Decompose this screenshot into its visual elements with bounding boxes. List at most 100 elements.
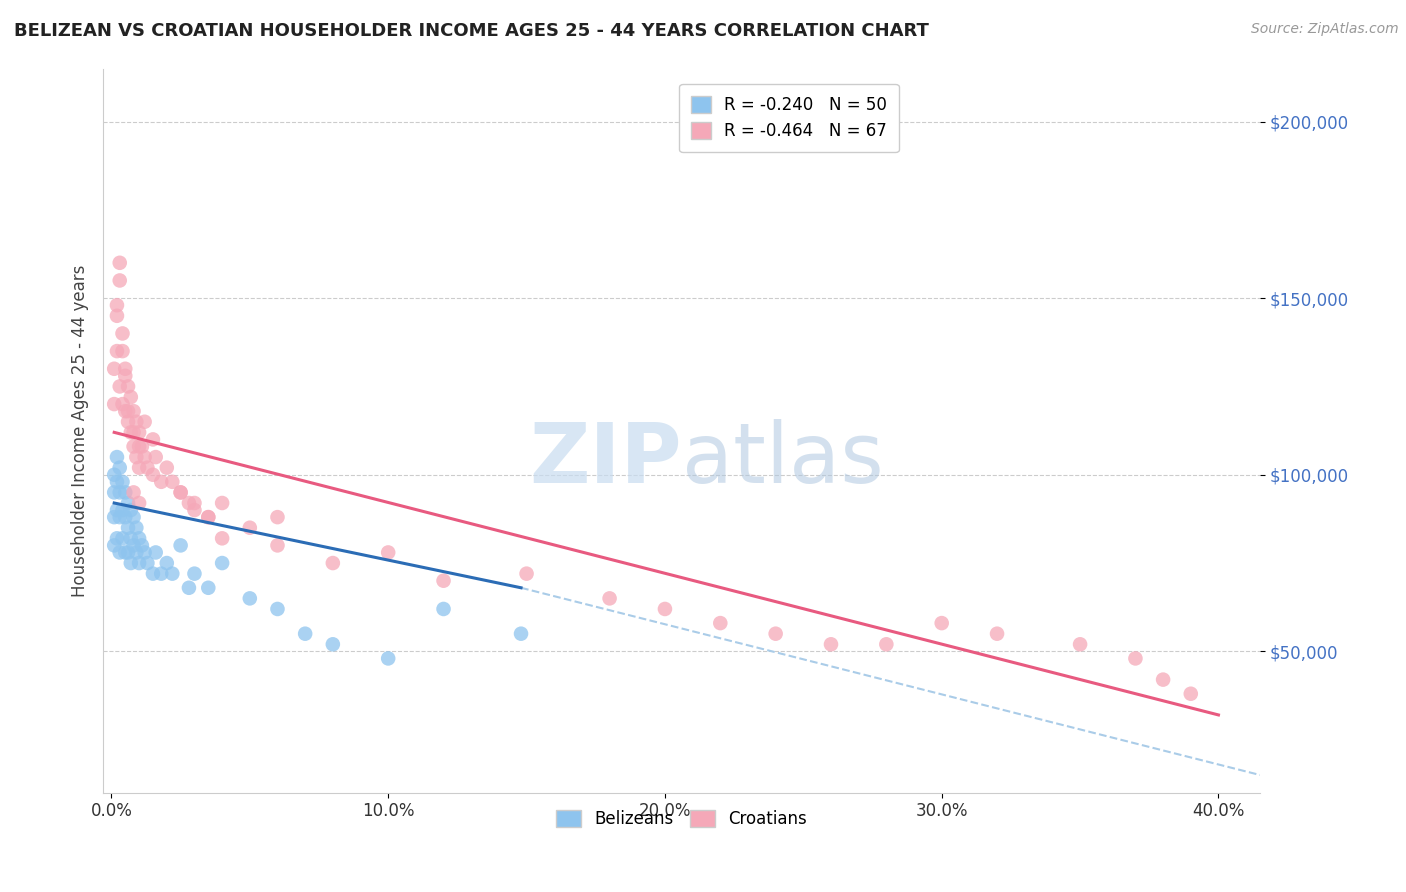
Point	[114, 404, 136, 418]
Point	[197, 510, 219, 524]
Point	[134, 545, 156, 559]
Point	[142, 467, 165, 482]
Point	[103, 397, 125, 411]
Point	[156, 460, 179, 475]
Point	[120, 390, 142, 404]
Point	[120, 532, 142, 546]
Point	[103, 485, 125, 500]
Point	[103, 361, 125, 376]
Point	[111, 475, 134, 489]
Point	[169, 538, 191, 552]
Point	[111, 503, 134, 517]
Point	[709, 616, 731, 631]
Point	[122, 425, 145, 440]
Point	[122, 485, 145, 500]
Point	[145, 545, 167, 559]
Point	[111, 397, 134, 411]
Point	[820, 637, 842, 651]
Point	[266, 538, 288, 552]
Point	[599, 591, 621, 606]
Point	[211, 556, 233, 570]
Point	[120, 503, 142, 517]
Point	[432, 574, 454, 588]
Point	[108, 545, 131, 559]
Point	[142, 566, 165, 581]
Point	[117, 496, 139, 510]
Point	[377, 545, 399, 559]
Point	[142, 433, 165, 447]
Point	[510, 626, 533, 640]
Point	[105, 503, 128, 517]
Point	[125, 545, 148, 559]
Point	[931, 616, 953, 631]
Point	[114, 485, 136, 500]
Point	[114, 545, 136, 559]
Text: Source: ZipAtlas.com: Source: ZipAtlas.com	[1251, 22, 1399, 37]
Point	[197, 510, 219, 524]
Point	[103, 510, 125, 524]
Point	[108, 273, 131, 287]
Point	[432, 602, 454, 616]
Point	[114, 361, 136, 376]
Point	[105, 298, 128, 312]
Point	[103, 538, 125, 552]
Point	[117, 404, 139, 418]
Point	[377, 651, 399, 665]
Point	[117, 415, 139, 429]
Point	[125, 415, 148, 429]
Point	[162, 475, 184, 489]
Point	[108, 485, 131, 500]
Point	[156, 556, 179, 570]
Point	[111, 326, 134, 341]
Point	[1180, 687, 1202, 701]
Point	[103, 467, 125, 482]
Point	[131, 538, 153, 552]
Point	[169, 485, 191, 500]
Point	[128, 496, 150, 510]
Point	[177, 496, 200, 510]
Point	[162, 566, 184, 581]
Point	[117, 379, 139, 393]
Point	[197, 581, 219, 595]
Point	[136, 556, 159, 570]
Point	[125, 450, 148, 464]
Point	[211, 532, 233, 546]
Point	[120, 425, 142, 440]
Point	[169, 485, 191, 500]
Point	[150, 566, 173, 581]
Point	[108, 256, 131, 270]
Point	[1152, 673, 1174, 687]
Point	[108, 379, 131, 393]
Point	[122, 440, 145, 454]
Point	[875, 637, 897, 651]
Point	[128, 460, 150, 475]
Point	[128, 532, 150, 546]
Text: atlas: atlas	[682, 419, 883, 500]
Point	[120, 556, 142, 570]
Point	[105, 475, 128, 489]
Point	[122, 404, 145, 418]
Point	[134, 450, 156, 464]
Point	[128, 440, 150, 454]
Point	[266, 602, 288, 616]
Point	[136, 460, 159, 475]
Point	[239, 591, 262, 606]
Point	[183, 566, 205, 581]
Point	[183, 503, 205, 517]
Point	[105, 532, 128, 546]
Point	[125, 521, 148, 535]
Point	[105, 309, 128, 323]
Point	[322, 556, 344, 570]
Point	[114, 368, 136, 383]
Point	[108, 460, 131, 475]
Point	[183, 496, 205, 510]
Point	[122, 510, 145, 524]
Point	[765, 626, 787, 640]
Point	[114, 510, 136, 524]
Text: BELIZEAN VS CROATIAN HOUSEHOLDER INCOME AGES 25 - 44 YEARS CORRELATION CHART: BELIZEAN VS CROATIAN HOUSEHOLDER INCOME …	[14, 22, 929, 40]
Y-axis label: Householder Income Ages 25 - 44 years: Householder Income Ages 25 - 44 years	[72, 264, 89, 597]
Point	[105, 344, 128, 359]
Point	[986, 626, 1008, 640]
Point	[266, 510, 288, 524]
Point	[322, 637, 344, 651]
